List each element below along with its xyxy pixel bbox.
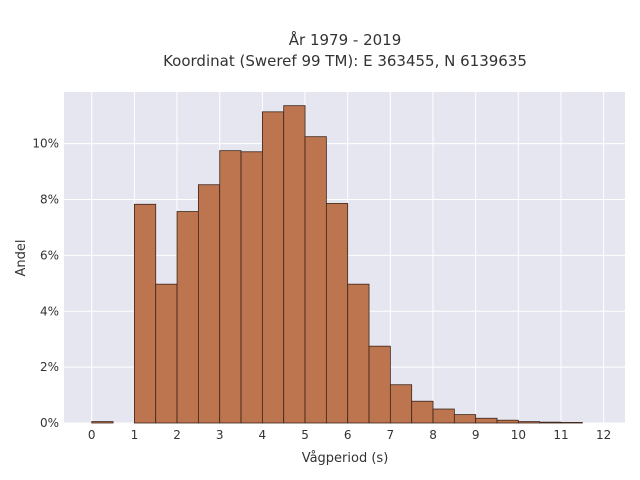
histogram-bar — [432, 408, 455, 424]
histogram-bar — [368, 345, 391, 424]
histogram-bar — [240, 151, 263, 424]
y-axis-label: Andel — [14, 240, 29, 277]
histogram-bar — [176, 211, 199, 424]
bars — [91, 105, 583, 424]
y-tick-label: 8% — [40, 193, 59, 207]
chart-title-line-2: Koordinat (Sweref 99 TM): E 363455, N 61… — [163, 52, 527, 70]
histogram-bar — [91, 421, 114, 424]
histogram-bar — [517, 421, 541, 424]
histogram-bar — [219, 150, 242, 424]
histogram-bar — [411, 400, 434, 424]
x-tick-label: 3 — [216, 428, 224, 442]
x-tick-label: 7 — [387, 428, 395, 442]
x-tick-label: 12 — [596, 428, 611, 442]
histogram-bar — [389, 384, 413, 424]
histogram-bar — [347, 283, 370, 424]
y-tick-label: 4% — [40, 304, 59, 318]
histogram-bar — [261, 111, 285, 424]
x-axis-ticks: 0 1 2 3 4 5 6 7 8 9 10 11 12 — [88, 428, 611, 442]
y-tick-label: 6% — [40, 248, 59, 262]
histogram-bar — [283, 105, 306, 424]
x-tick-label: 2 — [173, 428, 181, 442]
histogram-bar — [539, 421, 562, 424]
x-tick-label: 5 — [301, 428, 309, 442]
y-axis-ticks: 0% 2% 4% 6% 8% 10% — [32, 137, 59, 430]
x-tick-label: 0 — [88, 428, 96, 442]
histogram-bar — [325, 203, 349, 424]
histogram-bar — [453, 414, 477, 424]
x-tick-label: 4 — [259, 428, 267, 442]
histogram-bar — [560, 422, 583, 424]
histogram-bar — [475, 417, 498, 424]
x-axis-label: Vågperiod (s) — [302, 451, 389, 466]
histogram-bar — [304, 136, 327, 424]
y-tick-label: 10% — [32, 137, 59, 151]
x-tick-label: 10 — [511, 428, 526, 442]
x-tick-label: 11 — [553, 428, 568, 442]
histogram-bar — [496, 419, 519, 424]
x-tick-label: 6 — [344, 428, 352, 442]
histogram-bar — [197, 184, 221, 424]
x-tick-label: 8 — [429, 428, 437, 442]
y-tick-label: 0% — [40, 416, 59, 430]
histogram-bar — [133, 203, 157, 424]
histogram-bar — [155, 283, 178, 424]
x-tick-label: 9 — [472, 428, 480, 442]
x-tick-label: 1 — [131, 428, 139, 442]
y-tick-label: 2% — [40, 360, 59, 374]
chart-title-line-1: År 1979 - 2019 — [289, 30, 402, 49]
